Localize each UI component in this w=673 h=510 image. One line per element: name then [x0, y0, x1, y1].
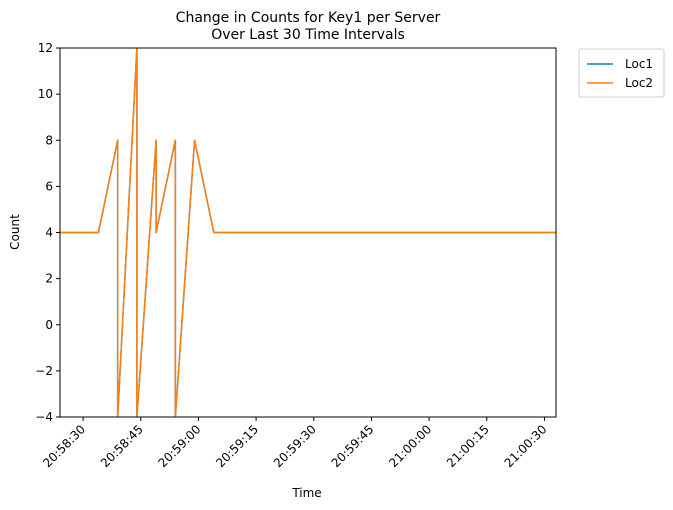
legend-box: [578, 48, 665, 98]
x-tick-label: 20:59:45: [329, 422, 377, 470]
chart-subtitle: Over Last 30 Time Intervals: [211, 27, 405, 43]
y-tick-label: −2: [35, 364, 53, 378]
chart-title: Change in Counts for Key1 per Server: [176, 10, 441, 26]
y-tick-label: 6: [45, 179, 53, 193]
series-lines: [60, 48, 556, 417]
y-tick-label: 8: [45, 133, 53, 147]
legend-label-loc2: Loc2: [625, 76, 653, 90]
x-tick-label: 21:00:00: [386, 422, 434, 470]
y-tick-label: 12: [38, 41, 53, 55]
x-tick-label: 21:00:30: [502, 422, 550, 470]
x-axis: 20:58:30 20:58:45 20:59:00 20:59:15 20:59:30…: [40, 417, 550, 470]
y-tick-label: 4: [45, 226, 53, 240]
x-tick-label: 20:59:15: [213, 422, 261, 470]
x-axis-label: Time: [291, 486, 321, 500]
x-tick-label: 20:59:00: [156, 422, 204, 470]
y-axis: −4 −2 0 2 4 6 8 10 12: [35, 41, 60, 424]
x-tick-label: 20:59:30: [271, 422, 319, 470]
x-tick-label: 20:58:45: [98, 422, 146, 470]
y-tick-label: −4: [35, 410, 53, 424]
series-line-loc2: [60, 48, 556, 417]
legend: Loc1 Loc2: [578, 48, 665, 98]
y-tick-label: 0: [45, 318, 53, 332]
legend-label-loc1: Loc1: [625, 57, 653, 71]
y-axis-label: Count: [8, 214, 22, 250]
y-tick-label: 2: [45, 272, 53, 286]
x-tick-label: 21:00:15: [444, 422, 492, 470]
x-tick-label: 20:58:30: [40, 422, 88, 470]
y-tick-label: 10: [38, 87, 53, 101]
